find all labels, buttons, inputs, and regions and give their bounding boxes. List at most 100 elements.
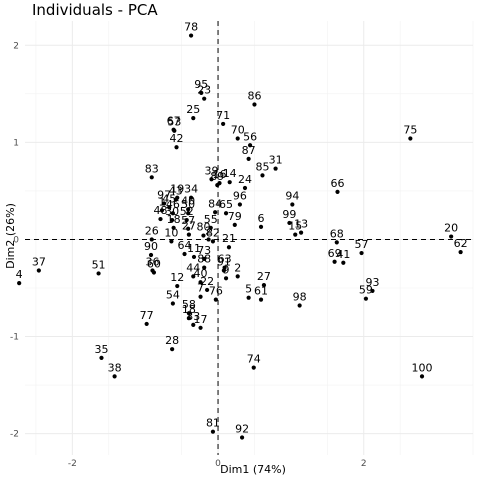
- data-point: [335, 189, 340, 194]
- data-point-label: 60: [147, 257, 161, 270]
- data-point: [258, 297, 264, 302]
- data-point: [158, 216, 163, 222]
- data-point: [213, 297, 218, 302]
- data-point: [221, 121, 226, 127]
- y-tick-label: -2: [10, 430, 19, 440]
- data-point-label: 41: [336, 248, 350, 261]
- data-point: [202, 96, 207, 101]
- data-point-label: 77: [140, 309, 154, 322]
- data-point: [159, 208, 165, 213]
- data-point-label: 53: [167, 116, 181, 129]
- data-point-label: 27: [182, 220, 196, 233]
- data-point-label: 10: [164, 226, 178, 239]
- data-point: [246, 156, 251, 161]
- data-point: [169, 239, 174, 244]
- data-point-label: 100: [412, 361, 433, 374]
- data-point: [213, 210, 218, 215]
- reference-lines: [25, 21, 473, 455]
- data-point-label: 2: [205, 224, 212, 237]
- data-point: [144, 321, 149, 327]
- data-point-label: 57: [181, 214, 195, 227]
- y-tick-label: 2: [13, 41, 19, 51]
- data-point-label: 73: [197, 244, 211, 257]
- data-point: [408, 136, 413, 141]
- data-point-label: 30: [165, 205, 179, 218]
- data-point-label: 15: [288, 220, 302, 233]
- data-point: [232, 222, 237, 227]
- chart-title: Individuals - PCA: [32, 1, 158, 19]
- data-point: [359, 250, 364, 256]
- data-point: [188, 195, 194, 200]
- data-point-label: 61: [254, 285, 268, 298]
- data-point: [251, 365, 256, 370]
- data-point-label: 78: [184, 21, 198, 34]
- data-point-label: 65: [219, 198, 233, 211]
- data-point: [239, 435, 245, 440]
- y-tick-label: -1: [10, 333, 19, 343]
- data-point-label: 37: [32, 256, 46, 269]
- data-point-label: 11: [187, 242, 201, 255]
- data-point: [458, 249, 463, 255]
- data-point: [235, 136, 240, 141]
- data-point-label: 55: [204, 213, 218, 226]
- data-point-label: 56: [243, 130, 257, 143]
- data-point: [191, 115, 196, 121]
- data-point-label: 71: [216, 109, 230, 122]
- data-point-label: 5: [245, 283, 252, 296]
- data-point-label: 12: [170, 271, 184, 284]
- data-point: [201, 233, 206, 238]
- y-axis-title: Dim2 (26%): [4, 203, 17, 269]
- data-point: [36, 268, 41, 273]
- data-point: [215, 182, 220, 188]
- data-points: [17, 33, 463, 440]
- data-point: [246, 295, 251, 300]
- x-tick-label: 2: [361, 459, 367, 469]
- data-point: [99, 355, 104, 361]
- data-point: [237, 202, 242, 207]
- data-point-label: 96: [233, 190, 247, 203]
- data-point: [172, 128, 177, 133]
- data-point: [186, 232, 192, 237]
- data-point: [199, 90, 204, 95]
- data-point: [171, 225, 176, 230]
- data-point-label: 1: [158, 195, 165, 208]
- data-point-label: 58: [182, 298, 196, 311]
- data-point: [258, 224, 264, 229]
- data-point-label: 76: [209, 285, 223, 298]
- data-point-label: 22: [200, 275, 214, 288]
- data-point: [167, 205, 172, 210]
- data-point: [332, 259, 337, 264]
- data-point: [170, 217, 175, 223]
- data-point-label: 59: [359, 284, 373, 297]
- data-point: [148, 252, 154, 258]
- data-point-label: 13: [294, 218, 308, 231]
- data-point-label: 89: [210, 170, 224, 183]
- data-point: [205, 287, 210, 293]
- data-point-label: 7: [197, 282, 204, 295]
- data-point-label: 90: [144, 240, 158, 253]
- y-tick-label: 1: [13, 138, 19, 148]
- data-point: [298, 230, 304, 235]
- data-point-label: 17: [194, 313, 208, 326]
- data-point-label: 63: [218, 253, 232, 266]
- x-tick-label: 0: [215, 459, 221, 469]
- data-point: [242, 185, 248, 191]
- data-point: [149, 237, 154, 242]
- data-point: [151, 270, 157, 275]
- data-point: [260, 173, 265, 178]
- data-point: [290, 202, 295, 207]
- data-point-label: 27: [257, 270, 271, 283]
- data-point-label: 57: [355, 238, 369, 251]
- data-point: [198, 294, 203, 299]
- data-point-label: 74: [247, 353, 261, 366]
- data-point: [112, 374, 117, 379]
- data-point-label: 98: [293, 290, 307, 303]
- data-point: [191, 254, 197, 260]
- data-point-label: 23: [197, 84, 211, 97]
- data-point-label: 43: [169, 185, 183, 198]
- data-point: [222, 265, 227, 270]
- data-point: [191, 322, 196, 327]
- data-point-label: 64: [178, 239, 192, 252]
- data-point-label: 20: [444, 222, 458, 235]
